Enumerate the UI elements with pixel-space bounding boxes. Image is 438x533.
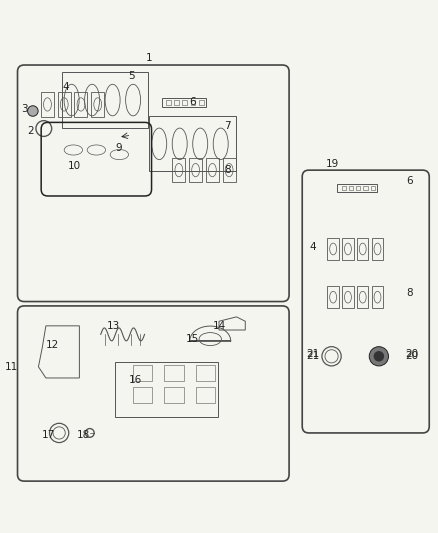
Text: 20: 20 bbox=[405, 349, 418, 359]
Text: 3: 3 bbox=[21, 104, 28, 114]
Bar bbox=[91, 92, 104, 117]
Text: 2: 2 bbox=[27, 126, 34, 136]
Bar bbox=[337, 183, 377, 192]
Bar bbox=[182, 100, 187, 104]
Bar bbox=[172, 158, 185, 182]
Text: 8: 8 bbox=[406, 288, 413, 298]
Bar bbox=[357, 238, 368, 260]
Bar bbox=[74, 92, 88, 117]
Bar bbox=[342, 238, 354, 260]
Text: 10: 10 bbox=[68, 161, 81, 171]
Bar bbox=[363, 185, 367, 190]
Text: 5: 5 bbox=[128, 71, 135, 81]
Text: 11: 11 bbox=[4, 362, 18, 372]
Text: 18: 18 bbox=[77, 430, 90, 440]
Bar bbox=[356, 185, 360, 190]
Bar bbox=[196, 365, 215, 381]
Circle shape bbox=[28, 106, 38, 116]
Text: 4: 4 bbox=[310, 242, 317, 252]
Bar bbox=[58, 92, 71, 117]
Text: 16: 16 bbox=[129, 375, 142, 385]
Bar bbox=[41, 92, 54, 117]
Bar bbox=[133, 387, 152, 403]
Circle shape bbox=[374, 351, 384, 361]
Bar bbox=[357, 286, 368, 308]
Bar bbox=[327, 286, 339, 308]
Text: 17: 17 bbox=[42, 430, 55, 440]
Text: 15: 15 bbox=[186, 334, 199, 344]
Text: 6: 6 bbox=[406, 176, 413, 186]
Text: 21: 21 bbox=[307, 351, 320, 361]
Bar bbox=[191, 100, 195, 104]
Bar bbox=[342, 286, 354, 308]
Text: 8: 8 bbox=[224, 165, 231, 175]
Bar bbox=[189, 158, 202, 182]
Bar bbox=[115, 361, 218, 417]
Text: 19: 19 bbox=[326, 159, 339, 168]
Text: 14: 14 bbox=[212, 321, 226, 330]
Bar bbox=[206, 158, 219, 182]
Bar bbox=[327, 238, 339, 260]
Bar bbox=[164, 387, 184, 403]
Text: 21: 21 bbox=[307, 349, 320, 359]
Bar bbox=[174, 100, 179, 104]
Bar bbox=[349, 185, 353, 190]
Text: 1: 1 bbox=[145, 53, 152, 63]
Bar bbox=[199, 100, 204, 104]
Text: 13: 13 bbox=[107, 321, 120, 330]
Bar bbox=[372, 238, 383, 260]
Bar bbox=[166, 100, 171, 104]
Text: 9: 9 bbox=[115, 143, 122, 154]
Circle shape bbox=[369, 346, 389, 366]
Bar bbox=[223, 158, 236, 182]
Bar bbox=[342, 185, 346, 190]
Text: 20: 20 bbox=[405, 351, 418, 361]
Bar bbox=[371, 185, 375, 190]
Bar bbox=[164, 365, 184, 381]
Bar bbox=[372, 286, 383, 308]
Text: 6: 6 bbox=[189, 97, 196, 107]
Text: 4: 4 bbox=[62, 82, 69, 92]
Bar bbox=[196, 387, 215, 403]
Bar bbox=[162, 98, 206, 107]
Text: 12: 12 bbox=[46, 341, 59, 350]
Bar bbox=[133, 365, 152, 381]
Text: 7: 7 bbox=[224, 122, 231, 131]
